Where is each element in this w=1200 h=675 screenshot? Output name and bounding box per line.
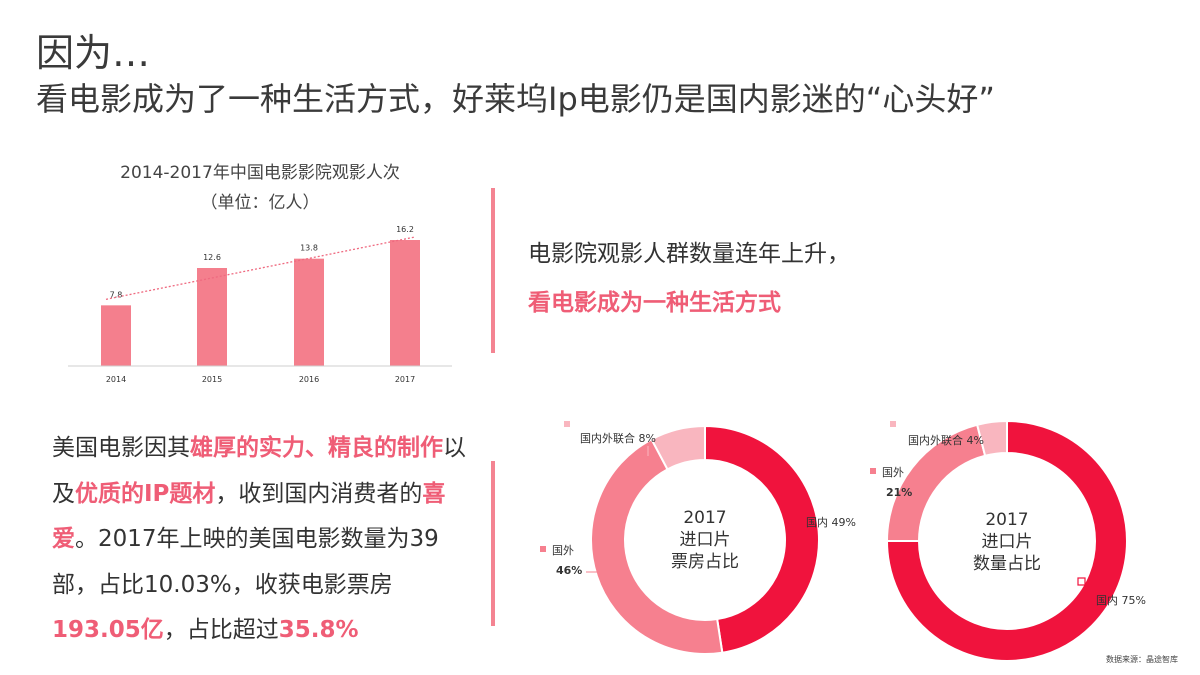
legend-marker-joint (890, 421, 896, 427)
bar-value-label: 16.2 (396, 225, 414, 234)
para-text-3: ，收到国内消费者的 (215, 480, 423, 507)
para-highlight-5: 35.8% (278, 617, 359, 643)
bar-chart-unit: （单位：亿人） (200, 193, 320, 213)
bar-value-label: 7.8 (110, 290, 123, 299)
statement-highlight: 看电影成为一种生活方式 (528, 290, 781, 316)
x-tick-label: 2014 (106, 375, 126, 384)
donut1-center-label-2: 票房占比 (671, 552, 739, 572)
x-tick-label: 2016 (299, 375, 319, 384)
donut1-label-domestic: 国内 49% (806, 515, 856, 529)
slice-domestic (704, 424, 820, 654)
bar-2015 (197, 268, 227, 366)
donut1-label-foreign: 国外 (552, 544, 574, 557)
donut2-center-year: 2017 (985, 510, 1028, 530)
legend-marker-domestic (1077, 577, 1086, 586)
para-highlight-3: 喜爱 (52, 480, 446, 553)
divider-line-bottom (491, 461, 495, 626)
bar-2016 (294, 258, 324, 366)
divider-line-top (491, 188, 495, 353)
legend-marker-domestic (788, 505, 794, 511)
statement-line: 电影院观影人群数量连年上升， (528, 241, 850, 267)
donut2-center-label-2: 数量占比 (973, 554, 1041, 574)
page-subtitle: 看电影成为了一种生活方式，好莱坞Ip电影仍是国内影迷的“心头好” (36, 80, 995, 118)
x-tick-label: 2017 (395, 375, 415, 384)
para-text-1: 美国电影因其 (52, 435, 190, 461)
para-highlight-1: 雄厚的实力、精良的制作 (190, 435, 443, 461)
donut2-value-foreign: 21% (886, 486, 912, 499)
page-title: 因为… (36, 31, 151, 75)
x-tick-label: 2015 (202, 375, 222, 384)
donut1-center-label: 进口片 (680, 530, 731, 550)
bar-2017 (390, 240, 420, 366)
donut1-value-foreign: 46% (556, 564, 582, 577)
donut1-label-joint: 国内外联合 8% (580, 431, 656, 445)
legend-marker-foreign (870, 468, 876, 474)
donut-chart-box-office: 2017 进口片 票房占比 国内外联合 8% 国外 46% 国内 49% (540, 421, 856, 655)
slice-joint (975, 419, 1008, 457)
legend-marker-joint (564, 421, 570, 427)
bar-chart-title: 2014-2017年中国电影影院观影人次 (120, 163, 400, 183)
bar-value-label: 13.8 (300, 244, 318, 253)
bar-2014 (101, 305, 131, 366)
trend-line (105, 236, 416, 300)
donut1-center-year: 2017 (683, 508, 726, 528)
slice-domestic (885, 419, 1128, 660)
para-text-4: 。2017年上映的美国电影数量为39部，占比10.03%，收获电影票房 (52, 526, 439, 598)
slice-foreign (590, 437, 724, 655)
legend-marker-foreign (540, 546, 546, 552)
bar-chart: 7.8 2014 12.6 2015 13.8 2016 16.2 2017 (68, 225, 452, 384)
donut2-label-joint: 国内外联合 4% (908, 433, 984, 447)
para-text-5: ，占比超过 (163, 617, 279, 643)
para-highlight-2: 优质的IP题材 (75, 480, 216, 507)
para-highlight-4: 193.05亿 (52, 617, 164, 643)
slice-joint (650, 424, 706, 471)
donut2-label-domestic: 国内 75% (1096, 593, 1146, 607)
data-source: 数据来源：晶途智库 (1106, 655, 1178, 664)
description-paragraph: 美国电影因其雄厚的实力、精良的制作以及优质的IP题材，收到国内消费者的喜爱。20… (52, 426, 472, 654)
donut2-label-foreign: 国外 (882, 466, 904, 479)
bar-value-label: 12.6 (203, 253, 221, 262)
donut2-center-label: 进口片 (982, 532, 1033, 552)
donut-chart-count: 2017 进口片 数量占比 国内外联合 4% 国外 21% 国内 75% (870, 419, 1146, 660)
para-text-2: 以及 (52, 435, 466, 507)
